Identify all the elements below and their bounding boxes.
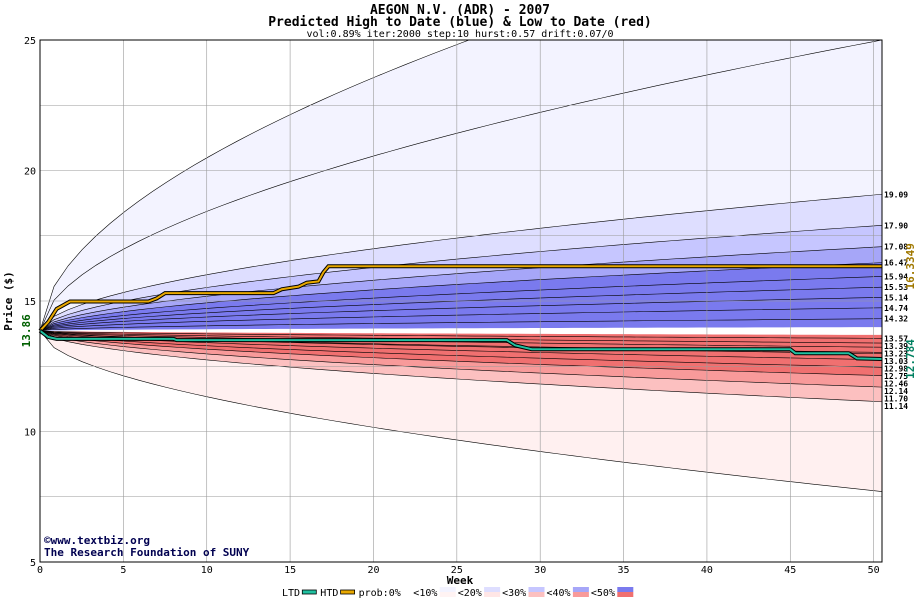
y-tick-label: 20 bbox=[24, 167, 36, 178]
band-high-3 bbox=[40, 225, 882, 331]
right-value-label: 13.03 bbox=[884, 357, 908, 366]
right-value-label: 19.09 bbox=[884, 190, 908, 199]
x-tick-label: 35 bbox=[618, 565, 630, 576]
right-value-label: 14.32 bbox=[884, 315, 908, 324]
x-tick-label: 20 bbox=[367, 565, 379, 576]
legend-swatch bbox=[439, 587, 456, 592]
contour-line bbox=[40, 330, 882, 368]
right-value-label: 15.53 bbox=[884, 283, 908, 292]
band-high-5 bbox=[40, 262, 882, 331]
right-value-label: 15.94 bbox=[884, 272, 908, 281]
htd-ltd-paths bbox=[38, 264, 883, 361]
x-tick-label: 40 bbox=[701, 565, 713, 576]
legend-label: <30% bbox=[502, 588, 526, 599]
legend-swatch bbox=[528, 592, 545, 597]
right-value-label: 12.75 bbox=[884, 372, 908, 381]
x-axis-ticks: 0 5 10 15 20 25 30 35 40 45 50 bbox=[37, 565, 880, 576]
legend-label: LTD bbox=[282, 588, 300, 599]
contour-line bbox=[40, 330, 882, 388]
contour-line bbox=[40, 262, 882, 332]
x-tick-label: 30 bbox=[534, 565, 546, 576]
right-value-label: 15.14 bbox=[884, 293, 908, 302]
right-value-label: 14.74 bbox=[884, 304, 908, 313]
right-value-label: 11.70 bbox=[884, 394, 908, 403]
legend-label: <40% bbox=[547, 588, 571, 599]
legend-swatch bbox=[617, 592, 634, 597]
legend-label: <20% bbox=[458, 588, 482, 599]
y-tick-label: 25 bbox=[24, 36, 36, 47]
contour-line bbox=[40, 193, 882, 331]
htd-final-label: 16.3349 bbox=[904, 243, 917, 289]
legend-swatch bbox=[572, 592, 589, 597]
legend-swatch bbox=[528, 587, 545, 592]
x-axis-label: Week bbox=[447, 574, 474, 587]
y-axis-ticks: 5 10 15 20 25 bbox=[24, 36, 36, 569]
right-value-label: 12.98 bbox=[884, 364, 908, 373]
x-tick-label: 25 bbox=[451, 565, 463, 576]
legend-label: <10% bbox=[413, 588, 437, 599]
right-value-label: 17.08 bbox=[884, 243, 908, 252]
right-value-label: 12.46 bbox=[884, 379, 908, 388]
contour-line bbox=[40, 330, 882, 339]
legend-swatch bbox=[340, 589, 356, 595]
chart-params: vol:0.89% iter:2000 step:10 hurst:0.57 d… bbox=[306, 29, 613, 40]
credit-organization: The Research Foundation of SUNY bbox=[44, 546, 250, 559]
x-tick-label: 45 bbox=[784, 565, 796, 576]
right-value-label: 12.14 bbox=[884, 387, 908, 396]
right-value-label: 13.57 bbox=[884, 334, 908, 343]
legend-swatch bbox=[484, 587, 501, 592]
right-value-label: 16.47 bbox=[884, 259, 908, 268]
contour-line bbox=[40, 307, 882, 332]
contour-line bbox=[40, 40, 882, 331]
y-axis-label: Price ($) bbox=[2, 271, 15, 331]
right-value-label: 11.14 bbox=[884, 402, 908, 411]
legend-swatch bbox=[572, 587, 589, 592]
contour-line bbox=[40, 40, 470, 331]
right-value-label: 13.23 bbox=[884, 349, 908, 358]
band-high-1 bbox=[40, 40, 882, 331]
x-tick-label: 15 bbox=[284, 565, 296, 576]
band-low-3 bbox=[40, 330, 882, 402]
right-value-label: 17.90 bbox=[884, 221, 908, 230]
legend-swatch bbox=[439, 592, 456, 597]
contour-line bbox=[40, 330, 882, 376]
probability-bands bbox=[40, 40, 882, 492]
band-high-2 bbox=[40, 194, 882, 331]
plot-frame bbox=[39, 39, 883, 563]
y-tick-label: 5 bbox=[30, 558, 36, 569]
contour-line bbox=[40, 276, 882, 332]
legend-label: <50% bbox=[591, 588, 615, 599]
htd-line bbox=[39, 265, 882, 332]
legend-swatch bbox=[484, 592, 501, 597]
legend-label: HTD bbox=[320, 588, 338, 599]
chart-subtitle: Predicted High to Date (blue) & Low to D… bbox=[268, 15, 652, 30]
right-value-label: 13.39 bbox=[884, 342, 908, 351]
ltd-final-label: 12.784 bbox=[904, 339, 917, 379]
credit-website: ©www.textbiz.org bbox=[44, 534, 150, 547]
ltd-line bbox=[39, 329, 883, 360]
contour-line bbox=[40, 297, 882, 332]
y-tick-label: 15 bbox=[24, 297, 36, 308]
x-tick-label: 50 bbox=[868, 565, 880, 576]
legend-swatch bbox=[301, 589, 317, 595]
contour-line bbox=[40, 318, 882, 332]
x-tick-label: 10 bbox=[201, 565, 213, 576]
band-low-outer bbox=[40, 330, 882, 492]
legend: LTD HTD prob:0% <10% <20% <30% <40% <50% bbox=[282, 587, 634, 599]
contour-line bbox=[40, 246, 882, 332]
legend-label: prob:0% bbox=[359, 588, 401, 599]
contour-line bbox=[40, 330, 882, 492]
x-tick-label: 5 bbox=[120, 565, 126, 576]
x-tick-label: 0 bbox=[37, 565, 43, 576]
chart-title: AEGON N.V. (ADR) - 2007 bbox=[370, 3, 550, 18]
y-tick-label: 10 bbox=[24, 428, 36, 439]
legend-swatch bbox=[617, 587, 634, 592]
start-price-label: 13.86 bbox=[20, 314, 33, 347]
contour-line bbox=[40, 330, 882, 403]
band-low-2 bbox=[40, 330, 882, 388]
